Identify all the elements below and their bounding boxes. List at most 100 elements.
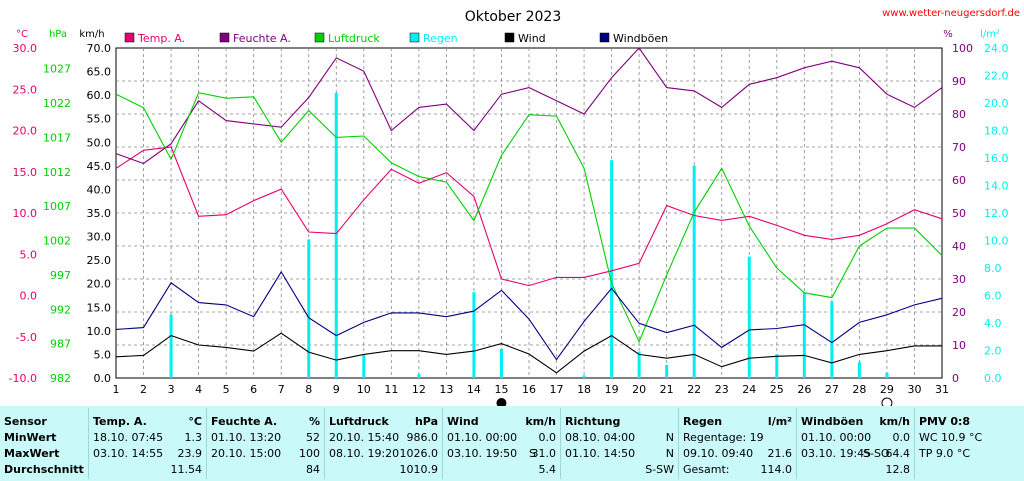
legend-swatch [124,32,135,43]
x-tick-label: 17 [550,383,564,396]
x-tick-label: 24 [742,383,756,396]
x-tick-label: 12 [412,383,426,396]
series-line-luftdruck [115,92,943,343]
rain-tick-label: 14.0 [984,180,1009,193]
x-tick-label: 22 [687,383,701,396]
temp-tick-label: 10.0 [13,207,38,220]
direction-max-time: 01.10. 14:50 [565,447,636,460]
moon-phases [496,397,893,406]
site-link[interactable]: www.wetter-neugersdorf.de [882,8,1020,19]
humidity-tick-label: 100 [952,42,973,55]
pmv-header: PMV 0:8 [919,415,971,428]
x-tick-label: 3 [168,383,175,396]
gust-min-time: 01.10. 00:00 [801,431,872,444]
wind-max-dir: S [529,447,536,460]
rain-bar [775,354,779,378]
wind-tick-label: 40.0 [87,183,112,196]
pressure-tick-label: 1017 [43,131,71,144]
rain-unit: l/m² [767,415,792,428]
rain-bar [802,292,806,378]
x-tick-label: 31 [935,383,949,396]
direction-min-time: 08.10. 04:00 [565,431,636,444]
temp-tick-label: 5.0 [20,248,38,261]
wind-min-time: 01.10. 00:00 [447,431,518,444]
stats-col-wind: Wind km/h 01.10. 00:00 0.0 03.10. 19:50 S 31… [443,406,560,481]
rain-bar [472,292,476,378]
temp-tick-label: 20.0 [13,125,38,138]
legend: Temp. A. Feuchte A. Luftdruck Regen Wind Wind… [124,32,668,45]
stats-col-gust: Windböen km/h 01.10. 00:00 0.0 03.10. 19:4… [797,406,914,481]
humidity-tick-label: 80 [952,108,966,121]
grid [115,47,943,379]
x-tick-label: 28 [852,383,866,396]
wind-tick-label: 45.0 [87,160,112,173]
rain-tick-label: 12.0 [984,207,1009,220]
x-tick-label: 26 [797,383,811,396]
gust-min-value: 0.0 [892,431,911,444]
pressure-max-value: 1026.0 [399,447,439,460]
rain-tick-label: 16.0 [984,152,1009,165]
maxwert-label: MaxWert [4,447,60,460]
x-tick-label: 14 [467,383,481,396]
legend-swatch [599,32,610,43]
stats-col-rain: Regen l/m² Regentage: 19 09.10. 09:40 21.6… [679,406,796,481]
humidity-max-value: 100 [299,447,320,460]
wind-unit: km/h [525,415,556,428]
legend-swatch [504,32,515,43]
temp-tick-label: 30.0 [13,42,38,55]
series-line-temp-a- [115,146,943,287]
stats-col-sensor: Sensor MinWert MaxWert Durchschnitt [0,406,88,481]
pressure-tick-label: 1007 [43,200,71,213]
rain-bar [665,364,669,378]
rain-tick-label: 4.0 [984,317,1002,330]
humidity-unit: % [308,415,320,428]
humidity-tick-label: 30 [952,273,966,286]
new-moon-icon [496,398,507,406]
rain-tick-label: 2.0 [984,345,1002,358]
stats-col-temp: Temp. A. °C 18.10. 07:45 1.3 03.10. 14:55 2… [89,406,206,481]
humidity-header: Feuchte A. [211,415,278,428]
gust-unit: km/h [879,415,910,428]
legend-label: Windböen [613,32,668,45]
rain-tick-label: 20.0 [984,97,1009,110]
temp-tick-label: 15.0 [13,166,38,179]
unit-pressure: hPa [49,29,67,40]
x-tick-label: 9 [333,383,340,396]
rain-bar [637,351,641,378]
durchschnitt-label: Durchschnitt [4,463,84,476]
rain-bar [417,374,421,378]
chart-title: Oktober 2023 [465,9,562,25]
wind-tick-label: 10.0 [87,325,112,338]
rain-days: Regentage: 19 [683,431,764,444]
rain-total-value: 114.0 [760,463,793,476]
unit-rain: l/m² [980,29,1000,40]
wind-tick-label: 30.0 [87,231,112,244]
x-tick-label: 23 [715,383,729,396]
humidity-tick-label: 60 [952,174,966,187]
pressure-tick-label: 997 [50,269,71,282]
wind-tick-label: 50.0 [87,136,112,149]
weather-chart: Oktober 2023 www.wetter-neugersdorf.de °… [8,8,1020,406]
rain-bar [334,92,338,378]
full-moon-icon [881,397,893,406]
rain-header: Regen [683,415,723,428]
temp-unit: °C [188,415,202,428]
rain-tick-label: 24.0 [984,42,1009,55]
series-line-windb-en [115,270,943,361]
wind-min-value: 0.0 [538,431,557,444]
pressure-tick-label: 1002 [43,235,71,248]
temp-max-value: 23.9 [177,447,203,460]
minwert-label: MinWert [4,431,57,444]
wind-tick-label: 5.0 [94,348,112,361]
wind-tick-label: 0.0 [94,372,112,385]
legend-swatch [409,32,420,43]
pressure-tick-label: 1022 [43,97,71,110]
wind-tick-label: 70.0 [87,42,112,55]
humidity-tick-label: 10 [952,339,966,352]
legend-label: Wind [518,32,546,45]
x-tick-label: 7 [278,383,285,396]
rain-tick-label: 0.0 [984,372,1002,385]
pressure-tick-label: 982 [50,372,71,385]
temp-header: Temp. A. [93,415,147,428]
legend-swatch [314,32,325,43]
